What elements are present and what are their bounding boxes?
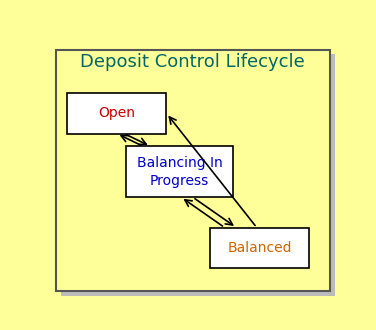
FancyBboxPatch shape <box>126 146 233 197</box>
FancyBboxPatch shape <box>210 228 309 268</box>
Text: Balancing In
Progress: Balancing In Progress <box>137 155 223 188</box>
Text: Open: Open <box>99 106 135 120</box>
Text: Balanced: Balanced <box>227 241 292 255</box>
Text: Deposit Control Lifecycle: Deposit Control Lifecycle <box>80 53 305 72</box>
FancyBboxPatch shape <box>67 93 167 134</box>
